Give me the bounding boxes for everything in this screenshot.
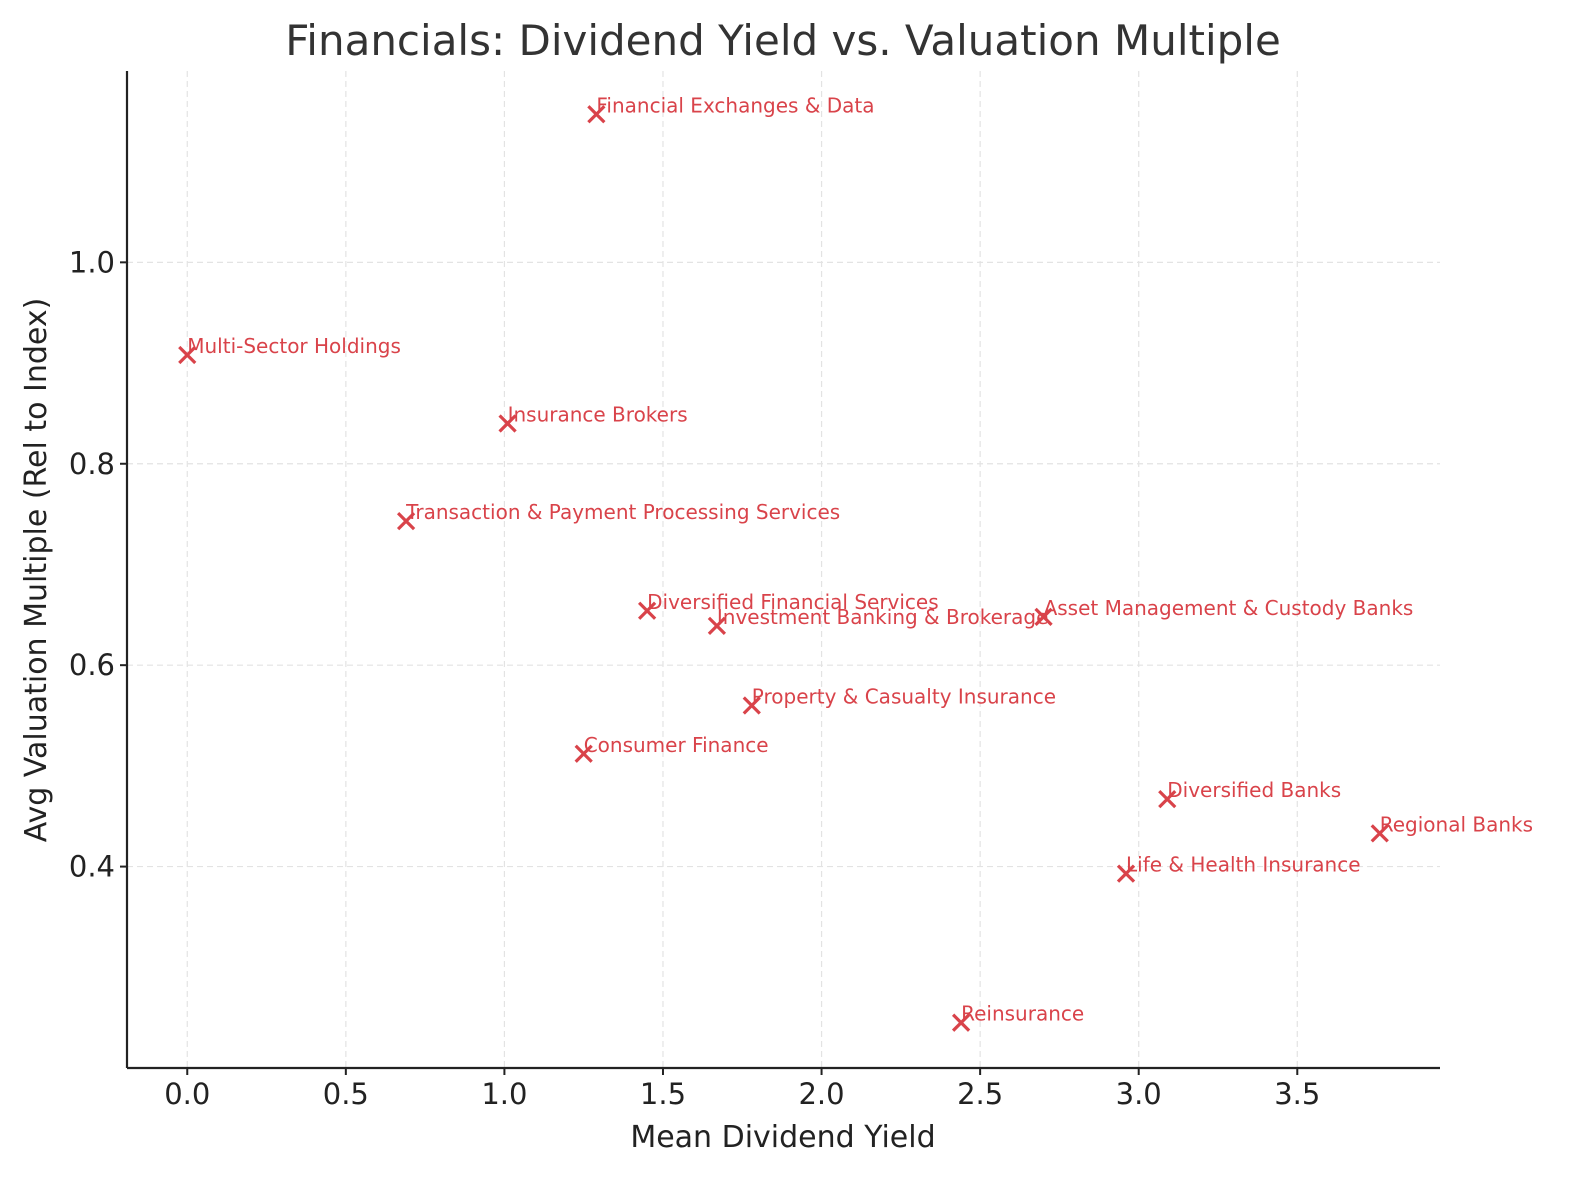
data-point: Transaction & Payment Processing Service…: [396, 500, 840, 531]
x-tick-label: 2.0: [798, 1077, 844, 1111]
point-marker-stroke: [587, 105, 606, 124]
data-point: Diversified Financial Services: [637, 590, 939, 620]
data-point: Consumer Finance: [574, 733, 769, 763]
x-tick-label: 2.5: [957, 1077, 1003, 1111]
y-tick-label: 0.6: [69, 648, 115, 682]
point-marker-stroke: [498, 414, 517, 433]
point-label: Financial Exchanges & Data: [596, 93, 874, 117]
data-point: Asset Management & Custody Banks: [1034, 596, 1414, 626]
point-marker-stroke: [742, 696, 761, 715]
data-points: Financial Exchanges & Data Multi-Sector H…: [178, 93, 1533, 1032]
chart-title: Financials: Dividend Yield vs. Valuation…: [285, 16, 1281, 65]
data-point: Multi-Sector Holdings: [178, 334, 401, 365]
point-label: Diversified Banks: [1167, 778, 1341, 802]
data-point: Life & Health Insurance: [1116, 853, 1361, 883]
point-label: Multi-Sector Holdings: [187, 334, 401, 358]
point-label: Reinsurance: [961, 1002, 1084, 1026]
point-marker-stroke: [396, 512, 416, 531]
point-label: Consumer Finance: [584, 733, 769, 757]
data-point: Investment Banking & Brokerage: [707, 605, 1049, 636]
point-marker-stroke: [707, 616, 727, 636]
point-marker-stroke: [1034, 607, 1053, 626]
y-axis-label: Avg Valuation Multiple (Rel to Index): [19, 298, 54, 843]
point-label: Transaction & Payment Processing Service…: [405, 500, 840, 524]
y-tick-label: 1.0: [69, 245, 115, 279]
point-label: Diversified Financial Services: [647, 590, 939, 614]
point-label: Regional Banks: [1380, 812, 1533, 836]
point-label: Insurance Brokers: [508, 402, 688, 426]
point-label: Life & Health Insurance: [1126, 853, 1361, 877]
data-point: Regional Banks: [1370, 812, 1533, 843]
point-marker-stroke: [1158, 789, 1177, 809]
tick-labels: 0.0 0.5 1.0 1.5 2.0 2.5 3.0 3.5 0.4 0.6 0.8 1.0: [69, 245, 1320, 1111]
x-tick-label: 3.0: [1116, 1077, 1162, 1111]
axes: [125, 71, 1440, 1070]
data-point: Financial Exchanges & Data: [587, 93, 875, 124]
point-marker-stroke: [951, 1013, 971, 1032]
data-point: Property & Casualty Insurance: [742, 684, 1056, 715]
x-tick-label: 1.5: [640, 1077, 686, 1111]
x-axis-label: Mean Dividend Yield: [630, 1120, 935, 1155]
point-marker-stroke: [178, 345, 197, 365]
x-tick-label: 0.0: [164, 1077, 210, 1111]
point-marker-stroke: [574, 744, 593, 763]
data-point: Reinsurance: [951, 1002, 1084, 1032]
point-marker-stroke: [1370, 824, 1389, 843]
x-tick-label: 0.5: [323, 1077, 369, 1111]
y-tick-label: 0.4: [69, 850, 115, 884]
point-label: Property & Casualty Insurance: [752, 684, 1056, 708]
point-label: Asset Management & Custody Banks: [1044, 596, 1414, 620]
x-tick-label: 3.5: [1274, 1077, 1320, 1111]
data-point: Insurance Brokers: [498, 402, 688, 433]
point-label: Investment Banking & Brokerage: [717, 605, 1049, 629]
grid-lines: [127, 71, 1440, 1068]
point-marker-stroke: [1116, 864, 1136, 883]
y-tick-label: 0.8: [69, 447, 115, 481]
data-point: Diversified Banks: [1158, 778, 1341, 809]
x-tick-label: 1.0: [481, 1077, 527, 1111]
point-marker-stroke: [637, 601, 657, 620]
